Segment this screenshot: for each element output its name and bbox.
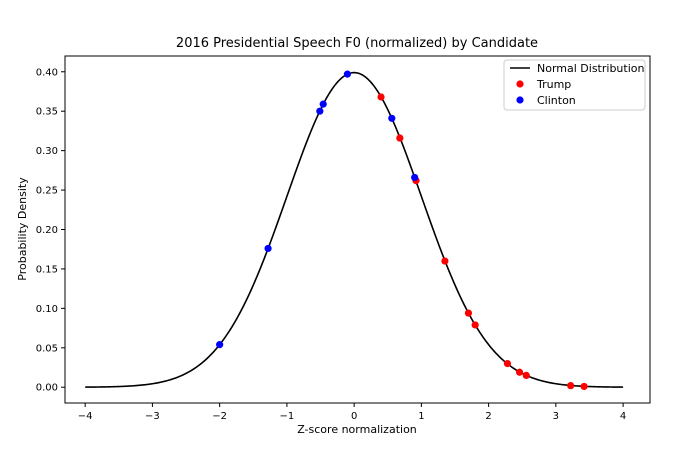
- normal-distribution-line: [85, 71, 624, 388]
- clinton-point: [388, 114, 396, 122]
- y-tick-label: 0.40: [36, 67, 58, 78]
- trump-point: [580, 382, 588, 391]
- y-tick-label: 0.20: [36, 225, 58, 236]
- legend-label-clinton: Clinton: [537, 94, 576, 107]
- clinton-point: [316, 107, 324, 115]
- y-tick-label: 0.00: [36, 383, 58, 394]
- trump-point: [377, 93, 385, 101]
- clinton-point: [411, 173, 419, 182]
- trump-point: [464, 309, 473, 317]
- trump-point: [522, 371, 530, 379]
- x-tick-label: −4: [78, 411, 93, 422]
- x-tick-label: −1: [280, 411, 295, 422]
- trump-point: [396, 134, 404, 142]
- trump-point: [515, 368, 524, 376]
- x-tick-label: −3: [145, 411, 160, 422]
- trump-point: [567, 382, 575, 390]
- clinton-point: [319, 100, 327, 108]
- x-tick-label: 0: [351, 411, 357, 422]
- legend: Normal Distribution Trump Clinton: [503, 59, 646, 111]
- y-tick-label: 0.15: [36, 264, 58, 275]
- legend-label-trump: Trump: [536, 78, 571, 91]
- y-tick-label: 0.25: [36, 186, 58, 197]
- chart-title: 2016 Presidential Speech F0 (normalized)…: [176, 36, 538, 51]
- y-tick-label: 0.10: [36, 304, 58, 315]
- y-axis-label: Probability Density: [16, 177, 29, 281]
- x-tick-label: 2: [485, 411, 491, 422]
- clinton-point: [216, 341, 224, 349]
- trump-point: [503, 359, 512, 368]
- plot-area: [85, 70, 624, 391]
- y-tick-label: 0.30: [36, 146, 58, 157]
- clinton-point: [343, 70, 352, 78]
- clinton-point: [264, 244, 272, 253]
- y-tick-label: 0.05: [36, 343, 58, 354]
- legend-marker-clinton: [516, 96, 524, 104]
- x-axis: −4 −3 −2 −1 0 1 2 3 4: [78, 403, 626, 422]
- x-tick-label: −2: [212, 411, 227, 422]
- x-axis-label: Z-score normalization: [297, 423, 417, 436]
- trump-point: [441, 257, 449, 265]
- legend-label-normal-distribution: Normal Distribution: [537, 62, 644, 75]
- y-tick-label: 0.35: [36, 107, 58, 118]
- y-axis: 0.00 0.05 0.10 0.15 0.20 0.25 0.30 0.35 0.40: [36, 67, 65, 394]
- legend-box: [503, 59, 646, 111]
- x-tick-label: 4: [620, 411, 626, 422]
- x-tick-label: 3: [553, 411, 559, 422]
- legend-marker-trump: [516, 80, 524, 88]
- trump-point: [471, 321, 479, 329]
- x-tick-label: 1: [418, 411, 424, 422]
